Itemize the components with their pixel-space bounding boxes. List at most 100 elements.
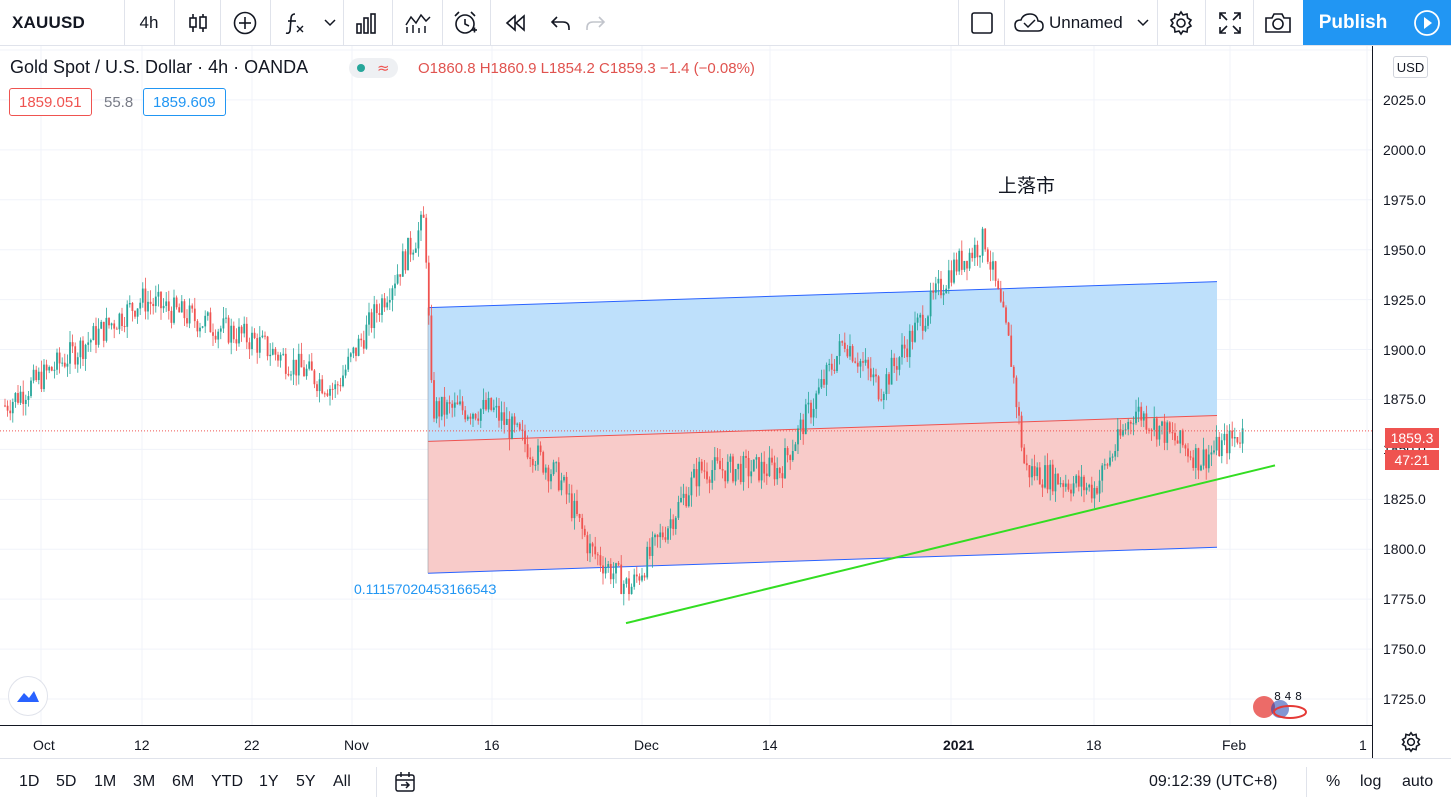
cloud-icon[interactable] [1013, 0, 1045, 45]
percent-scale-toggle[interactable]: % [1326, 773, 1341, 790]
candle-body [446, 402, 448, 415]
candle-body [846, 348, 849, 357]
log-scale-toggle[interactable]: log [1360, 773, 1382, 790]
range-1d-button[interactable]: 1D [19, 773, 40, 790]
price-scale[interactable]: USD 2025.0 2000.0 1975.0 1950.0 1925.0 1900.0… [1372, 46, 1451, 758]
indicators-fx-icon[interactable] [282, 0, 308, 45]
candle-body [1231, 430, 1234, 439]
candle-body [859, 361, 862, 367]
candle-body [53, 369, 56, 371]
legend-title: Gold Spot / U.S. Dollar · 4h · OANDA [10, 57, 309, 77]
financials-icon[interactable] [352, 0, 382, 45]
candle-body [1064, 483, 1067, 487]
replay-icon[interactable] [500, 0, 530, 45]
candle-body [628, 578, 630, 595]
ask-price-button[interactable]: 1859.609 [143, 88, 226, 116]
publish-button[interactable]: Publish [1303, 0, 1403, 45]
range-1y-button[interactable]: 1Y [259, 773, 279, 790]
candle-body [981, 228, 984, 256]
candle-body [485, 399, 487, 410]
candle-body [300, 353, 303, 368]
alert-clock-icon[interactable] [450, 0, 480, 45]
price-tick-label: 1950.0 [1383, 241, 1426, 258]
fullscreen-icon[interactable] [1216, 0, 1244, 45]
timezone-clock[interactable]: 09:12:39 (UTC+8) [1149, 773, 1278, 790]
candle-body [1015, 377, 1018, 408]
goto-date-icon[interactable] [394, 771, 418, 793]
candle-body [1194, 448, 1197, 468]
price-chart[interactable] [0, 46, 1372, 725]
candle-body [4, 405, 6, 407]
range-ytd-button[interactable]: YTD [211, 773, 243, 790]
templates-icon[interactable] [402, 0, 434, 45]
date-tick-label: Feb [1222, 737, 1247, 753]
candle-body [1062, 483, 1065, 487]
candle-body [708, 479, 711, 483]
chevron-down-icon[interactable] [320, 0, 340, 45]
range-3m-button[interactable]: 3M [133, 773, 156, 790]
candle-body [1210, 452, 1213, 455]
redo-icon[interactable] [582, 0, 610, 45]
candle-body [1103, 464, 1106, 466]
date-tick-label: Oct [33, 737, 55, 753]
symbol-search-button[interactable]: XAUUSD [12, 12, 85, 32]
market-status-icon[interactable]: ≈ [349, 58, 398, 78]
candle-body [438, 401, 441, 417]
candle-body [1135, 411, 1137, 424]
bid-price-button[interactable]: 1859.051 [9, 88, 92, 116]
candle-body [1174, 432, 1176, 441]
candle-body [95, 326, 97, 345]
undo-icon[interactable] [546, 0, 574, 45]
candle-body [971, 252, 974, 259]
candle-body [591, 543, 594, 547]
candle-body [828, 363, 831, 365]
layout-square-icon[interactable] [968, 0, 996, 45]
candle-body [583, 528, 586, 536]
candle-body [992, 261, 994, 270]
candle-body [654, 534, 656, 538]
chevron-down-icon[interactable] [1133, 0, 1153, 45]
candle-body [1090, 484, 1093, 499]
candle-body [162, 305, 165, 309]
candle-body [373, 304, 376, 329]
settings-gear-icon[interactable] [1400, 731, 1424, 755]
settings-gear-icon[interactable] [1166, 0, 1196, 45]
compare-plus-icon[interactable] [230, 0, 260, 45]
layout-name-label[interactable]: Unnamed [1049, 12, 1123, 32]
candle-body [1166, 422, 1169, 443]
candle-body [1098, 480, 1101, 494]
interval-button[interactable]: 4h [139, 12, 159, 32]
candle-body [1129, 421, 1132, 424]
candle-body [105, 317, 108, 341]
candle-body [1226, 433, 1228, 454]
range-5d-button[interactable]: 5D [56, 773, 77, 790]
candle-body [487, 398, 490, 410]
time-axis[interactable]: Oct 12 22 Nov 16 Dec 14 2021 18 Feb 1 [0, 725, 1372, 758]
candle-body [134, 310, 136, 317]
candle-body [680, 497, 682, 502]
candle-body [69, 342, 71, 364]
candle-style-icon[interactable] [184, 0, 212, 45]
range-all-button[interactable]: All [333, 773, 351, 790]
currency-badge[interactable]: USD [1393, 56, 1428, 78]
candle-body [128, 302, 131, 305]
candle-body [815, 393, 818, 409]
range-6m-button[interactable]: 6M [172, 773, 195, 790]
candle-body [1155, 418, 1158, 440]
candle-body [908, 330, 911, 358]
range-1m-button[interactable]: 1M [94, 773, 117, 790]
auto-scale-toggle[interactable]: auto [1402, 773, 1434, 790]
tradingview-logo-icon[interactable] [8, 676, 48, 716]
candle-body [383, 298, 386, 308]
camera-icon[interactable] [1262, 0, 1294, 45]
candle-body [547, 467, 550, 482]
candle-body [284, 353, 287, 374]
text-annotation[interactable]: 上落市 [998, 176, 1056, 197]
candle-body [349, 353, 352, 357]
candle-body [87, 342, 90, 345]
candle-body [976, 244, 979, 258]
candle-body [1218, 436, 1221, 457]
play-icon[interactable] [1403, 0, 1451, 45]
range-5y-button[interactable]: 5Y [296, 773, 316, 790]
price-tick-label: 1975.0 [1383, 191, 1426, 208]
